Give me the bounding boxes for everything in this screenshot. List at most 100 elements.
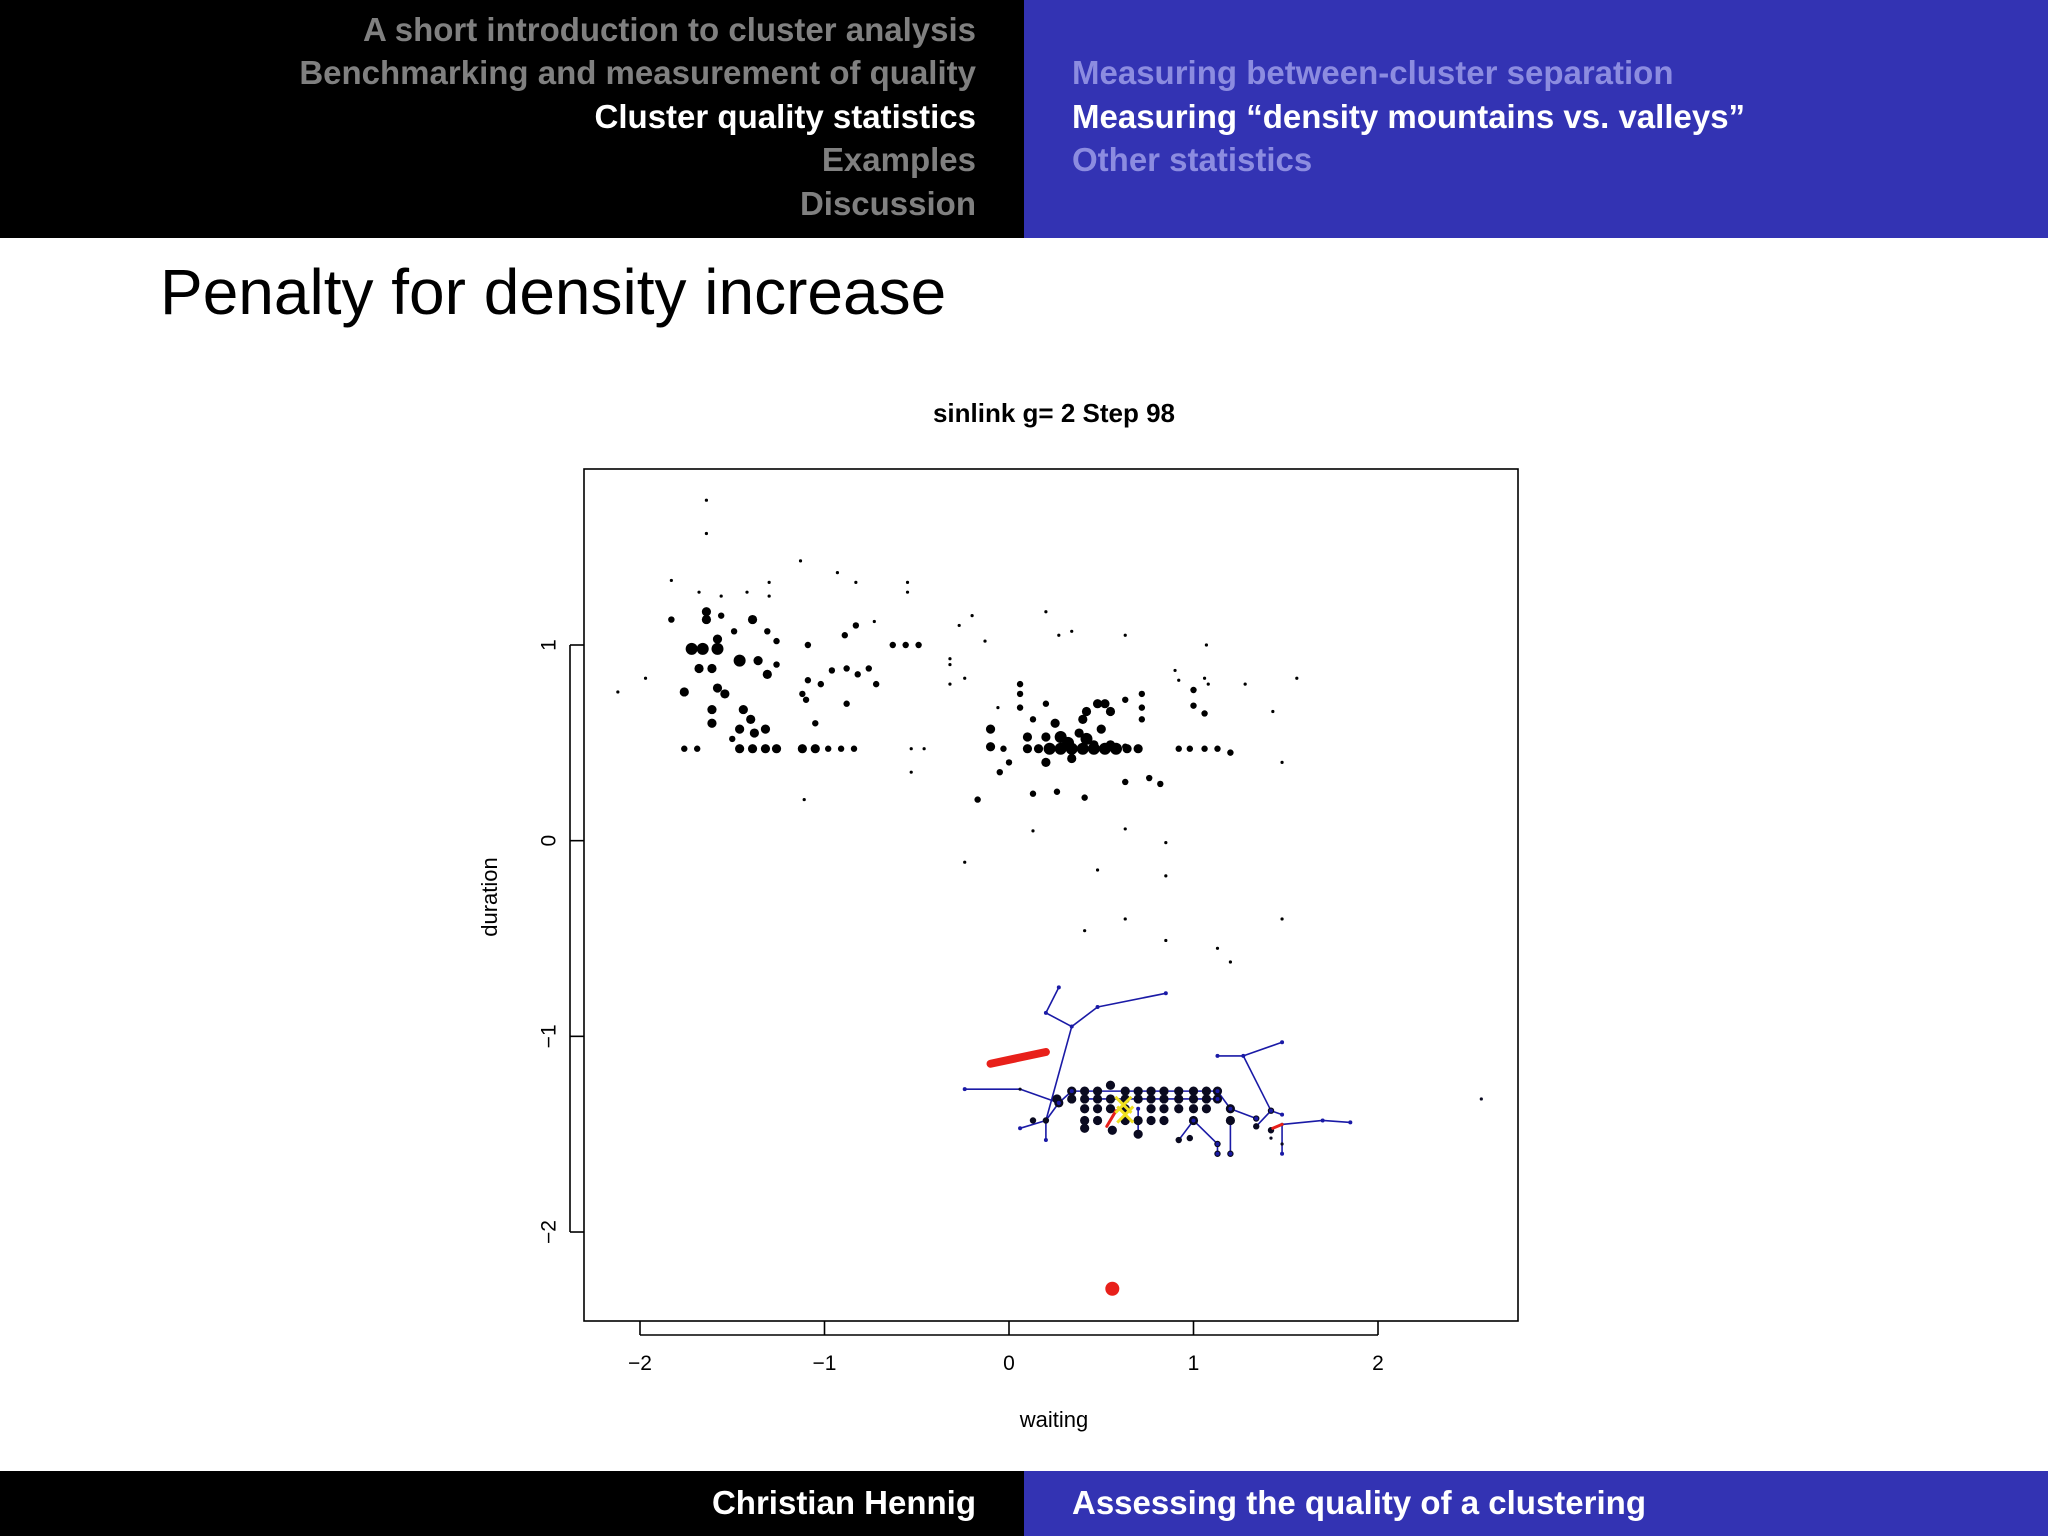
cluster1-point	[1228, 960, 1232, 964]
subsection-link-other[interactable]: Other statistics	[1072, 141, 1313, 178]
cluster1-point	[616, 690, 620, 694]
cluster1-point	[1050, 718, 1060, 728]
cluster1-point	[1031, 829, 1035, 833]
penalty-edge	[1105, 1109, 1118, 1128]
cluster2-point	[1174, 1094, 1184, 1104]
section-link-discussion[interactable]: Discussion	[799, 185, 976, 222]
y-tick-label: 0	[538, 835, 561, 847]
cluster1-point	[767, 594, 771, 598]
cluster1-point	[1133, 744, 1143, 754]
cluster1-point	[1041, 732, 1051, 742]
cluster1-point	[1067, 753, 1077, 764]
cluster1-point	[797, 744, 807, 754]
cluster1-point	[948, 662, 952, 667]
cluster1-point	[872, 680, 880, 688]
cluster1-point	[1157, 780, 1164, 788]
cluster1-point	[974, 796, 981, 803]
cluster2-point	[1479, 1097, 1483, 1101]
cluster1-point	[1138, 716, 1146, 723]
section-link-cluster-quality[interactable]: Cluster quality statistics	[594, 98, 976, 135]
cluster1-point	[841, 632, 848, 639]
cluster1-point	[1074, 728, 1084, 738]
cluster1-point	[1164, 874, 1168, 878]
x-tick-label: 2	[1372, 1352, 1384, 1375]
cluster1-point	[1081, 794, 1088, 801]
cluster1-point	[889, 641, 896, 649]
cluster2-point	[1188, 1104, 1199, 1114]
cluster1-point	[669, 578, 673, 583]
mst-node	[1018, 1126, 1023, 1131]
mst-node	[1228, 1151, 1233, 1156]
cluster1-point	[1098, 742, 1111, 755]
mst-node	[1215, 1141, 1220, 1146]
mst-node	[1163, 991, 1168, 996]
mst-node	[1215, 1151, 1220, 1156]
cluster1-point	[701, 607, 712, 617]
mst-edge	[1045, 1026, 1073, 1121]
cluster1-point	[1016, 690, 1024, 698]
mst-node	[1215, 1053, 1220, 1058]
cluster2-point	[1133, 1086, 1143, 1096]
mst-node	[1280, 1151, 1285, 1156]
y-tick-label: −1	[538, 1024, 561, 1048]
cluster1-point	[915, 641, 922, 649]
cluster2-point	[1042, 1117, 1050, 1124]
footer-author-bar: Christian Hennig	[0, 1471, 1024, 1536]
cluster1-point	[902, 641, 909, 649]
cluster2-point	[1253, 1123, 1260, 1130]
mst-node	[1241, 1053, 1246, 1058]
cluster1-point	[707, 704, 717, 715]
cluster1-point	[1214, 745, 1221, 752]
mst-node	[1215, 1089, 1220, 1094]
cluster1-point	[1227, 749, 1234, 756]
cluster2-point	[1120, 1086, 1130, 1096]
cluster1-point	[1000, 745, 1007, 752]
mst-node	[1320, 1118, 1325, 1123]
cluster2-point	[1159, 1104, 1169, 1114]
section-link-examples[interactable]: Examples	[821, 141, 976, 178]
cluster1-point	[685, 642, 698, 655]
cluster1-point	[812, 720, 819, 727]
cluster1-point	[1122, 696, 1129, 703]
cluster1-point	[837, 745, 845, 752]
cluster2-point	[1269, 1136, 1273, 1140]
mst-edge	[1242, 1055, 1272, 1112]
mst-node	[1043, 1138, 1048, 1143]
cluster1-point	[760, 724, 771, 734]
subsection-link-density[interactable]: Measuring “density mountains vs. valleys…	[1072, 98, 1746, 135]
mst-edge	[1071, 1006, 1099, 1028]
cluster1-point	[704, 498, 709, 502]
cluster1-point	[679, 687, 689, 697]
cluster1-point	[1122, 778, 1129, 786]
cluster1-point	[746, 714, 756, 724]
mst-node	[1348, 1120, 1353, 1125]
isolated-red-point	[1105, 1281, 1120, 1296]
cluster2-point	[1107, 1125, 1117, 1135]
section-link-benchmarking[interactable]: Benchmarking and measurement of quality	[299, 54, 976, 91]
cluster1-point	[1123, 917, 1127, 921]
cluster1-point	[711, 642, 724, 655]
mst-node	[1043, 1010, 1048, 1015]
cluster1-point	[771, 744, 782, 754]
cluster1-point	[694, 663, 704, 674]
section-link-intro[interactable]: A short introduction to cluster analysis	[362, 11, 976, 48]
mst-edge	[1045, 1012, 1073, 1028]
mst-node	[1215, 1096, 1220, 1101]
cluster1-point	[824, 745, 832, 752]
cluster1-point	[1138, 690, 1146, 698]
plot-frame	[583, 468, 1519, 1322]
cluster1-point	[872, 619, 876, 624]
cluster2-point	[1201, 1086, 1212, 1096]
cluster1-point	[1164, 841, 1168, 845]
cluster1-point	[1087, 742, 1100, 755]
subsection-link-separation[interactable]: Measuring between-cluster separation	[1072, 54, 1674, 91]
highlight-mark	[1116, 1105, 1135, 1124]
cluster2-point	[1105, 1080, 1116, 1090]
mst-node	[1136, 1106, 1141, 1111]
mst-node	[1280, 1040, 1285, 1045]
cluster1-point	[719, 594, 723, 598]
cluster2-point	[1159, 1094, 1169, 1104]
cluster1-point	[760, 744, 771, 754]
cluster1-point	[909, 770, 913, 774]
cluster1-point	[905, 590, 910, 594]
